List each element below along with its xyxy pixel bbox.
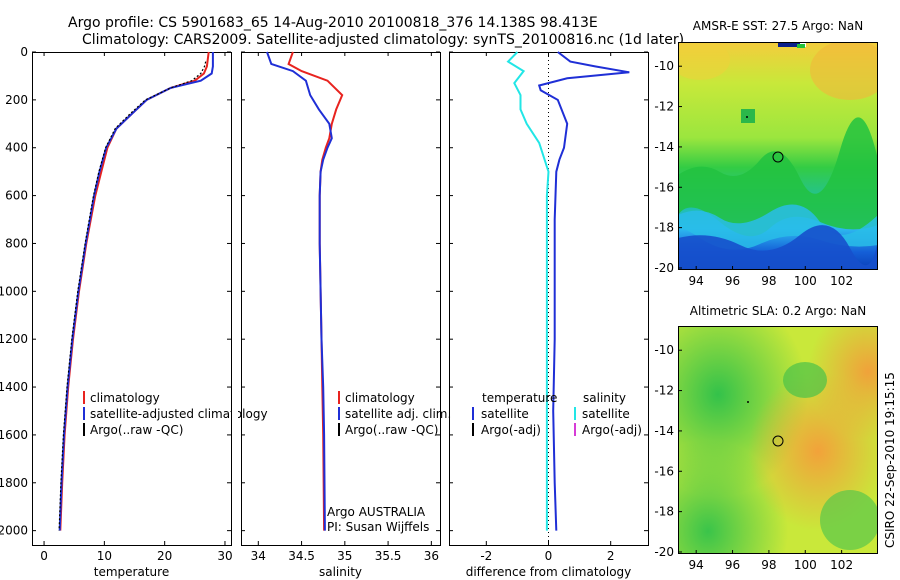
map-lon-tick: 98 <box>761 558 776 572</box>
map-lat-tick: -14 <box>654 424 674 438</box>
x-tick-label: 20 <box>157 549 172 563</box>
legend-climatology: climatology <box>90 391 160 405</box>
x-tick-label: 30 <box>217 549 232 563</box>
y-tick-label: 1800 <box>0 476 28 490</box>
legend-sal-satellite: satellite <box>582 407 630 421</box>
x-tick-label: 34.5 <box>288 549 315 563</box>
map-lon-tick: 94 <box>689 274 704 288</box>
x-tick-label: 34 <box>251 549 266 563</box>
legend-sal-argo: Argo(-adj) <box>582 423 642 437</box>
legend-salinity-head: salinity <box>583 391 626 405</box>
x-tick-label: 36 <box>424 549 439 563</box>
x-axis-label: salinity <box>319 565 362 579</box>
legend-argo-sal: Argo(..raw -QC) <box>345 423 438 437</box>
argo-location-marker <box>772 151 784 163</box>
y-tick-label: 1400 <box>0 380 28 394</box>
series-temperature-satellite <box>537 51 630 531</box>
legend-argo-raw: Argo(..raw -QC) <box>90 423 183 437</box>
legend-satellite-sal: satellite adj. clim. <box>345 407 451 421</box>
map-lon-tick: 100 <box>794 558 817 572</box>
map-lon-tick: 94 <box>689 558 704 572</box>
sst-map-title: AMSR-E SST: 27.5 Argo: NaN <box>693 19 863 33</box>
map-axes: 94 96 98 100 102 -10 -12 -14 -16 -18 -20 94 96 98 100 1… <box>654 59 853 572</box>
map-lat-tick: -18 <box>654 505 674 519</box>
map-lat-tick: -10 <box>654 59 674 73</box>
map-lon-tick: 98 <box>761 274 776 288</box>
difference-legend: temperature satellite Argo(-adj) salinit… <box>472 391 642 437</box>
series-argo-raw-qc- <box>58 61 207 531</box>
x-tick-label: 35 <box>337 549 352 563</box>
series-satellite-adjusted-climatology <box>58 52 214 531</box>
argo-pi-note: PI: Susan Wijffels <box>327 520 429 534</box>
temperature-panel: 0 10 20 30 temperature 0 200 400 600 800 1000 1200 1… <box>0 45 233 579</box>
sst-map: AMSR-E SST: 27.5 Argo: NaN <box>678 19 878 270</box>
y-tick-label: 1000 <box>0 284 28 298</box>
legend-climatology-sal: climatology <box>345 391 415 405</box>
x-axis-label: difference from climatology <box>466 565 632 579</box>
map-lat-tick: -16 <box>654 464 674 478</box>
y-tick-label: 800 <box>5 236 28 250</box>
y-tick-label: 400 <box>5 141 28 155</box>
map-lon-tick: 102 <box>830 274 853 288</box>
salinity-panel: 34 34.5 35 35.5 36 salinity <box>241 51 441 579</box>
y-tick-label: 2000 <box>0 524 28 538</box>
map-lat-tick: -20 <box>654 545 674 559</box>
argo-country-note: Argo AUSTRALIA <box>327 505 426 519</box>
x-tick-label: 0 <box>545 549 553 563</box>
figure-title-line1: Argo profile: CS 5901683_65 14-Aug-2010 … <box>68 15 598 31</box>
sla-map: Altimetric SLA: 0.2 Argo: NaN <box>678 304 878 554</box>
difference-panel: -2 0 2 difference from climatology <box>449 51 649 579</box>
map-lon-tick: 102 <box>830 558 853 572</box>
legend-temperature-head: temperature <box>482 391 557 405</box>
csiro-stamp: CSIRO 22-Sep-2010 19:15:15 <box>883 372 897 548</box>
y-tick-label: 0 <box>20 45 28 59</box>
temperature-legend: climatology satellite-adjusted climatolo… <box>83 391 268 437</box>
map-lon-tick: 96 <box>725 558 740 572</box>
map-lat-tick: -10 <box>654 343 674 357</box>
y-tick-label: 200 <box>5 93 28 107</box>
x-tick-label: 10 <box>97 549 112 563</box>
map-lat-tick: -16 <box>654 180 674 194</box>
series-salinity-satellite <box>506 51 550 531</box>
x-tick-label: 0 <box>40 549 48 563</box>
panel-frame <box>449 52 649 546</box>
legend-satellite-adjusted: satellite-adjusted climatology <box>90 407 268 421</box>
panel-frame <box>241 52 441 546</box>
y-tick-label: 1200 <box>0 332 28 346</box>
legend-temp-satellite: satellite <box>481 407 529 421</box>
sla-map-title: Altimetric SLA: 0.2 Argo: NaN <box>690 304 866 318</box>
y-tick-label: 1600 <box>0 428 28 442</box>
series-climatology <box>59 51 210 531</box>
map-lat-tick: -20 <box>654 261 674 275</box>
series-satellite-adj-clim- <box>266 51 333 531</box>
salinity-legend: climatology satellite adj. clim. Argo(..… <box>327 391 451 534</box>
x-axis-label: temperature <box>94 565 169 579</box>
map-lon-tick: 96 <box>725 274 740 288</box>
x-tick-label: -2 <box>480 549 492 563</box>
figure-title-line2: Climatology: CARS2009. Satellite-adjuste… <box>82 32 684 48</box>
map-lat-tick: -12 <box>654 100 674 114</box>
series-climatology <box>287 51 344 531</box>
map-lat-tick: -18 <box>654 221 674 235</box>
x-tick-label: 2 <box>607 549 615 563</box>
legend-temp-argo: Argo(-adj) <box>481 423 541 437</box>
x-tick-label: 35.5 <box>375 549 402 563</box>
map-lon-tick: 100 <box>794 274 817 288</box>
map-lat-tick: -12 <box>654 384 674 398</box>
map-lat-tick: -14 <box>654 140 674 154</box>
argo-location-marker-sla <box>772 435 784 447</box>
y-tick-label: 600 <box>5 189 28 203</box>
